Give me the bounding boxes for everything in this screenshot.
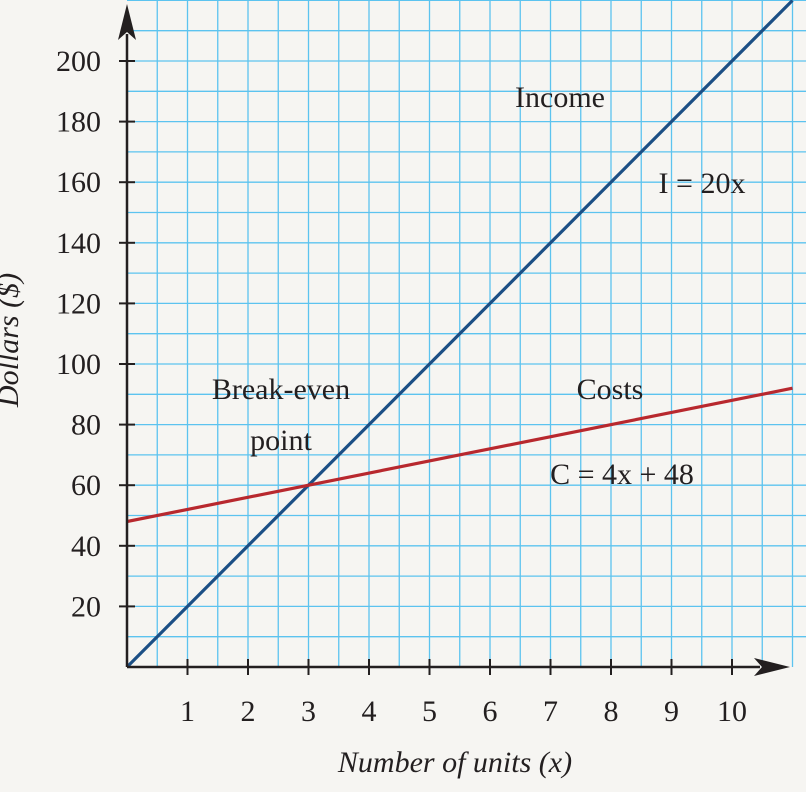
y-tick-label: 140: [56, 227, 101, 260]
x-tick-label: 8: [604, 695, 619, 728]
x-axis-label: Number of units (x): [337, 746, 572, 779]
axes: [118, 4, 790, 676]
series-lines: [125, 0, 794, 669]
y-tick-label: 120: [56, 287, 101, 320]
costs-equation: C = 4x + 48: [550, 458, 694, 491]
x-tick-label: 3: [301, 695, 316, 728]
break-even-label-line1: Break-even: [212, 373, 350, 406]
x-tick-label: 2: [241, 695, 256, 728]
y-tick-label: 100: [56, 348, 101, 381]
y-tick-label: 160: [56, 166, 101, 199]
tick-labels: 1 2 3 4 5 6 7 8 9 10 20 40 60 80 100 120 140 160 180 200: [56, 45, 747, 728]
x-tick-label: 7: [543, 695, 558, 728]
income-line: [125, 0, 794, 669]
x-tick-label: 9: [664, 695, 679, 728]
y-axis-arrowhead: [118, 4, 136, 40]
income-equation: I = 20x: [659, 167, 746, 200]
costs-line: [126, 386, 793, 524]
y-tick-label: 200: [56, 45, 101, 78]
income-label: Income: [515, 81, 605, 114]
x-tick-label: 6: [483, 695, 498, 728]
y-tick-label: 60: [71, 469, 101, 502]
y-tick-label: 180: [56, 106, 101, 139]
x-tick-label: 4: [362, 695, 377, 728]
x-tick-label: 1: [180, 695, 195, 728]
x-axis-arrowhead: [754, 658, 790, 676]
break-even-label-line2: point: [250, 424, 312, 457]
grid: [127, 0, 806, 667]
x-tick-label: 10: [717, 695, 747, 728]
y-tick-label: 80: [71, 409, 101, 442]
y-tick-label: 40: [71, 530, 101, 563]
y-axis-label: Dollars ($): [0, 273, 25, 408]
y-tick-label: 20: [71, 590, 101, 623]
costs-label: Costs: [577, 373, 644, 406]
x-tick-label: 5: [422, 695, 437, 728]
